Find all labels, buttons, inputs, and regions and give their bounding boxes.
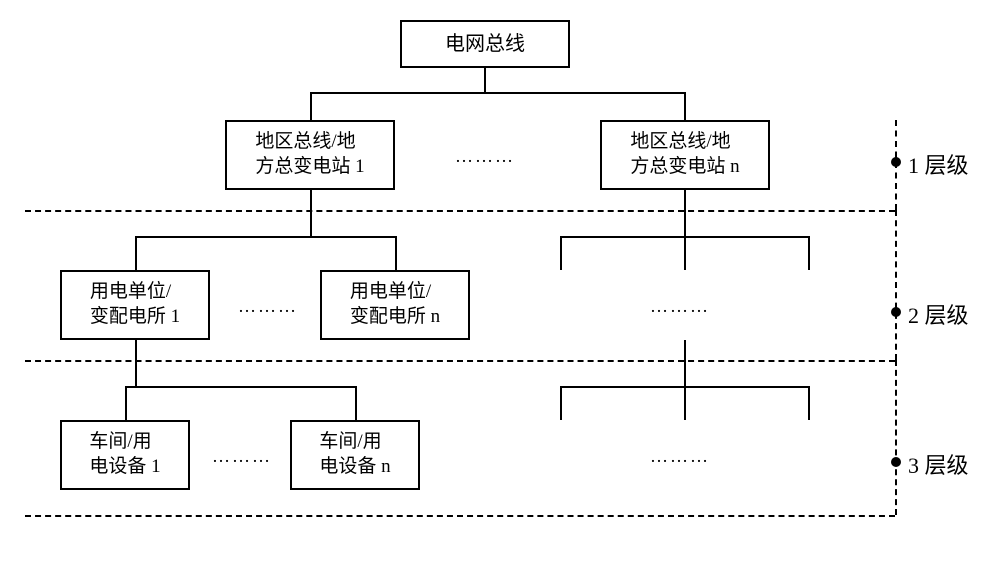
node-unit-1-label: 用电单位/ 变配电所 1 xyxy=(90,280,180,329)
connector xyxy=(310,92,686,94)
connector xyxy=(125,386,357,388)
node-unit-1: 用电单位/ 变配电所 1 xyxy=(60,270,210,340)
node-workshop-1-label: 车间/用 电设备 1 xyxy=(89,430,160,479)
connector xyxy=(684,236,686,270)
connector xyxy=(684,92,686,120)
connector xyxy=(684,190,686,236)
level-divider-3 xyxy=(25,515,895,517)
level-divider-2 xyxy=(25,360,895,362)
level-bracket-2 xyxy=(895,210,897,360)
level-bracket-3 xyxy=(895,360,897,515)
connector xyxy=(560,386,562,420)
connector xyxy=(355,386,357,420)
node-region-1-label: 地区总线/地 方总变电站 1 xyxy=(255,130,364,179)
connector xyxy=(310,190,312,236)
connector xyxy=(125,386,127,420)
ellipsis: ……… xyxy=(650,296,710,317)
node-root: 电网总线 xyxy=(400,20,570,68)
level-dot xyxy=(891,307,901,317)
level-dot xyxy=(891,457,901,467)
connector xyxy=(135,236,397,238)
connector xyxy=(684,340,686,386)
level-label-3: 3 层级 xyxy=(908,448,969,480)
node-workshop-n: 车间/用 电设备 n xyxy=(290,420,420,490)
connector xyxy=(808,386,810,420)
level-label-2: 2 层级 xyxy=(908,298,969,330)
node-workshop-n-label: 车间/用 电设备 n xyxy=(319,430,390,479)
connector xyxy=(310,92,312,120)
node-workshop-1: 车间/用 电设备 1 xyxy=(60,420,190,490)
connector xyxy=(560,236,562,270)
node-root-label: 电网总线 xyxy=(445,31,525,57)
level-divider-1 xyxy=(25,210,895,212)
node-region-n: 地区总线/地 方总变电站 n xyxy=(600,120,770,190)
node-region-1: 地区总线/地 方总变电站 1 xyxy=(225,120,395,190)
connector xyxy=(395,236,397,270)
level-dot xyxy=(891,157,901,167)
hierarchy-diagram: 电网总线 地区总线/地 方总变电站 1 地区总线/地 方总变电站 n 用电单位/… xyxy=(0,0,1000,561)
node-unit-n: 用电单位/ 变配电所 n xyxy=(320,270,470,340)
connector xyxy=(684,386,686,420)
connector xyxy=(135,236,137,270)
ellipsis: ……… xyxy=(650,446,710,467)
ellipsis: ……… xyxy=(455,146,515,167)
level-label-1: 1 层级 xyxy=(908,148,969,180)
connector xyxy=(135,340,137,386)
ellipsis: ……… xyxy=(238,296,298,317)
connector xyxy=(484,68,486,92)
node-region-n-label: 地区总线/地 方总变电站 n xyxy=(630,130,739,179)
ellipsis: ……… xyxy=(212,446,272,467)
connector xyxy=(808,236,810,270)
node-unit-n-label: 用电单位/ 变配电所 n xyxy=(350,280,440,329)
